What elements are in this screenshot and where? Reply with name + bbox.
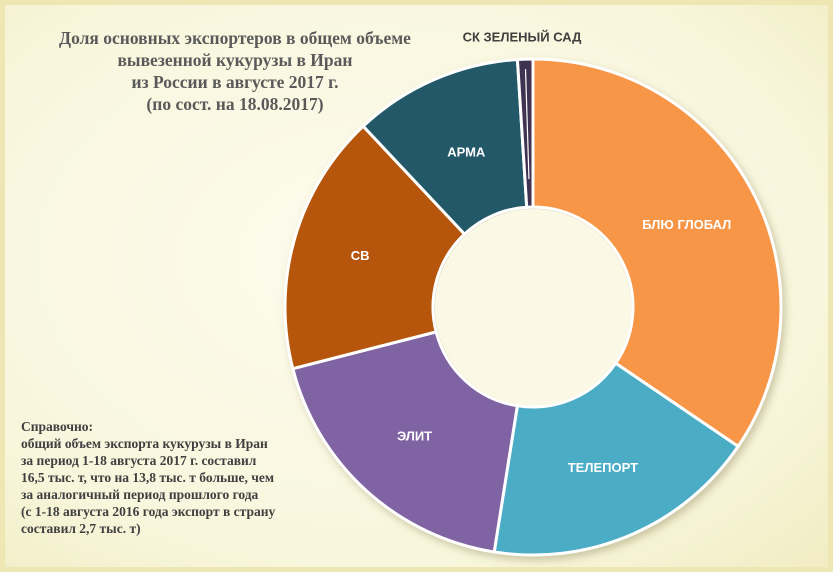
chart-title-line: Доля основных экспортеров в общем объеме <box>59 28 411 48</box>
slice-1 <box>531 57 783 449</box>
slice-label: СВ <box>351 248 370 263</box>
slice-3 <box>290 330 520 554</box>
note-line: 16,5 тыс. т, что на 13,8 тыс. т больше, … <box>21 470 275 485</box>
donut-chart: БЛЮ ГЛОБАЛ ТЕЛЕПОРТ ЭЛИТ СВ АРМА СК ЗЕЛЕНЫЙ С… <box>283 29 783 557</box>
slice-2 <box>492 361 741 557</box>
slice-5 <box>361 57 529 237</box>
slice-label: АРМА <box>447 144 486 159</box>
chart-title-line: из России в августе 2017 г. <box>131 72 339 92</box>
chart-title: Доля основных экспортеров в общем объеме… <box>15 27 455 115</box>
note-line: составил 2,7 тыс. т) <box>21 521 141 536</box>
leader-line <box>524 69 530 180</box>
slice-label: ТЕЛЕПОРТ <box>568 460 638 475</box>
chart-title-line: (по сост. на 18.08.2017) <box>146 94 324 114</box>
chart-title-line: вывезенной кукурузы в Иран <box>117 50 353 70</box>
reference-note: Справочно: общий объем экспорта кукурузы… <box>21 418 275 537</box>
note-line: Справочно: <box>21 419 94 434</box>
donut-hole <box>435 209 631 405</box>
note-line: за аналогичный период прошлого года <box>21 487 259 502</box>
slice-label: СК ЗЕЛЕНЫЙ САД <box>463 29 583 44</box>
slice-label: ЭЛИТ <box>397 429 432 444</box>
note-line: (с 1-18 августа 2016 года экспорт в стра… <box>21 504 276 519</box>
slice-label: БЛЮ ГЛОБАЛ <box>642 217 731 232</box>
note-line: общий объем экспорта кукурузы в Иран <box>21 436 268 451</box>
note-line: за период 1-18 августа 2017 г. составил <box>21 453 257 468</box>
